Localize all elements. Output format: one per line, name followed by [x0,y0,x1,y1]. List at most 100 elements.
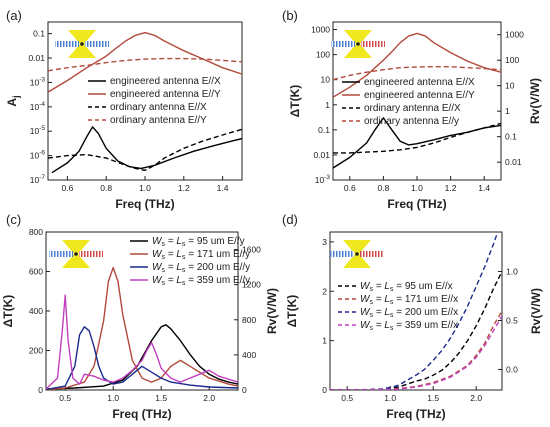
legend-text-part: = L [373,281,390,292]
tick-base: 10 [30,77,40,87]
y-right-tick-label: 800 [242,315,256,325]
chart-panel-2: (b)0.6 0.8 1.0 1.2 1.410-30.010.111010010000… [282,8,542,211]
x-tick-label: 0.6 [61,183,73,193]
legend-text-part: W [152,249,163,260]
y-tick-label: 10-3 [30,76,46,87]
series-line-4 [48,57,242,72]
y-tick-label: 1 [322,336,327,346]
legend-text-part: W [360,281,371,292]
y-axis-title: ΔT(K) [288,85,302,118]
y-tick-label: 800 [29,227,43,237]
legend-entry-4: Ws = Ls = 359 um E//y [152,275,250,287]
legend-text-part: s [390,325,394,332]
legend-text-part: s [182,241,186,248]
legend-entry-3: ordinary antenna E//X [110,102,207,113]
y-tick-label: 0.1 [318,125,330,135]
y-tick-label: 1000 [311,25,330,35]
y-tick-label: 3 [322,237,327,247]
y-tick-label: 0.01 [28,53,45,63]
tick-exponent: -7 [39,174,45,181]
x-tick-label: 0.8 [377,183,389,193]
legend-entry-4: Ws = Ls = 359 um E//x [360,320,458,332]
legend-text-part: s [369,286,373,293]
tick-base: 10 [30,126,40,136]
tick-base: 10 [30,151,40,161]
antenna-grating-right [361,41,385,47]
legend-text-part: s [161,280,165,287]
legend-text-part: s [161,254,165,261]
tick-exponent: -3 [324,174,330,181]
plot-area [46,266,238,390]
antenna-grating-right [79,251,103,257]
x-axis-title: Freq (THz) [387,197,446,211]
legend-text-part: s [369,325,373,332]
plot-area [330,232,502,390]
legend-text-part: = L [373,307,390,318]
legend-text-part: W [360,307,371,318]
series-line-4 [46,294,238,390]
x-tick-label: 1.5 [427,393,439,403]
x-tick-label: 2.0 [203,393,215,403]
antenna-center-dot [80,42,84,46]
y-tick-label: 1 [325,100,330,110]
y-right-tick-label: 100 [505,55,519,65]
y-right-axis-title: Rv(V/W) [265,288,279,334]
legend-text-part: = L [165,262,182,273]
x-tick-label: 1.0 [107,393,119,403]
antenna-grating-left [331,41,355,47]
series-line-2 [46,266,238,390]
legend-text-part: s [369,312,373,319]
x-tick-label: 0.6 [344,183,356,193]
x-axis-title: Freq (THz) [115,197,174,211]
y-tick-label: 100 [316,50,330,60]
y-right-tick-label: 1.0 [506,267,518,277]
x-axis-title: Freq (THz) [386,407,445,421]
antenna-center-dot [355,252,359,256]
x-tick-label: 1.5 [155,393,167,403]
tick-exponent: -6 [39,150,45,157]
tick-base: 10 [30,102,40,112]
tick-exponent: -5 [39,125,45,132]
y-right-tick-label: 1000 [505,30,524,40]
y-axis-title-sub: j [11,95,21,99]
x-tick-label: 1.4 [217,183,229,193]
legend-text-part: = L [165,249,182,260]
y-axis-title: ΔT(K) [285,295,299,328]
legend-entry-3: Ws = Ls = 200 um E//x [360,307,458,319]
series-line-1 [333,117,501,169]
legend-text-part: s [390,286,394,293]
series-line-3 [333,122,501,154]
plot-area [333,32,501,169]
x-tick-label: 1.4 [478,183,490,193]
legend-text-part: W [360,294,371,305]
panel-label: (a) [6,8,22,23]
antenna-grating-left [49,251,73,257]
x-tick-label: 1.2 [445,183,457,193]
y-axis-title-main: A [5,98,19,107]
x-tick-label: 0.5 [59,393,71,403]
legend-text-part: = 200 um E//x [393,307,458,318]
legend-text-part: = L [373,294,390,305]
legend-text-part: = 95 um E//y [185,236,244,247]
legend-text-part: W [152,275,163,286]
legend-text-part: = L [373,320,390,331]
y-tick-label: 10-4 [30,101,46,112]
y-right-tick-label: 0.01 [505,157,522,167]
y-tick-label: 0 [322,385,327,395]
tick-base: 10 [315,175,325,185]
y-right-axis-title: Rv(V/W) [528,78,542,124]
legend-entry-1: engineered antenna E//X [364,77,475,88]
legend-entry-2: engineered antenna E//Y [110,89,221,100]
y-tick-label: 0.1 [33,29,45,39]
chart-panel-3: (c) 0.5 1.0 1.5 2.0 0 200 400 600 800 0 400 800 1200 1… [1,212,279,421]
y-tick-label: 10-6 [30,150,46,161]
legend-entry-1: Ws = Ls = 95 um E//x [360,281,453,293]
x-tick-label: 1.0 [139,183,151,193]
series-line-3 [330,232,499,390]
antenna-grating-right [85,41,109,47]
tick-exponent: -4 [39,101,45,108]
legend-text-part: s [369,299,373,306]
y-tick-label: 10-3 [315,174,331,185]
y-right-tick-label: 1600 [242,245,261,255]
tick-base: 10 [30,175,40,185]
